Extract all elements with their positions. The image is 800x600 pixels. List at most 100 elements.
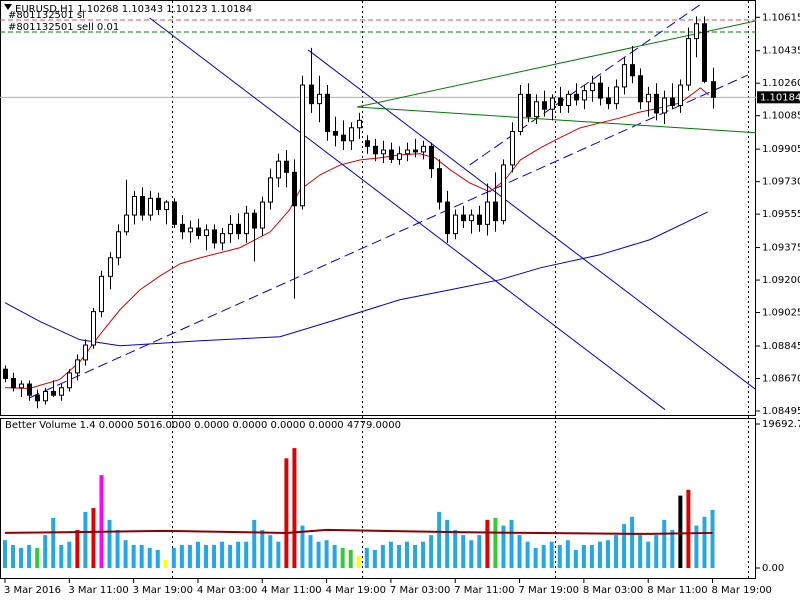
candle-body — [220, 233, 225, 244]
candle-body — [309, 84, 314, 105]
x-tick-label: 3 Mar 19:00 — [133, 585, 193, 596]
y-tick-label: 1.10260 — [762, 78, 800, 89]
candle-body — [606, 97, 611, 105]
candle-body — [99, 275, 104, 313]
volume-bar — [380, 544, 385, 568]
symbol-icon — [4, 4, 12, 10]
candle-body — [180, 223, 185, 233]
candle-body — [325, 93, 330, 132]
volume-bar — [686, 489, 691, 568]
volume-plot — [3, 448, 715, 568]
volume-bar — [606, 540, 610, 568]
candle-body — [252, 212, 257, 229]
candle-body — [51, 390, 56, 396]
volume-bar — [147, 547, 152, 568]
volume-bar — [252, 519, 257, 568]
volume-bar — [461, 535, 466, 568]
x-tick-label: 8 Mar 03:00 — [583, 585, 643, 596]
moving-average — [4, 211, 708, 347]
volume-bar — [212, 544, 217, 568]
candle-body — [389, 149, 394, 160]
volume-bar — [75, 529, 80, 568]
volume-bar — [83, 511, 88, 568]
candle-body — [654, 93, 659, 114]
volume-bar — [453, 529, 458, 568]
candle-body — [116, 231, 121, 259]
volume-bar — [236, 541, 241, 568]
candle-body — [244, 212, 249, 235]
volume-bar — [131, 544, 136, 568]
volume-bar — [638, 535, 643, 568]
volume-bar — [654, 535, 659, 568]
volume-bar — [260, 529, 265, 568]
volume-bar — [597, 541, 602, 568]
candle-body — [27, 383, 32, 396]
candle-body — [646, 93, 651, 103]
x-tick-label: 7 Mar 03:00 — [390, 585, 450, 596]
volume-bar — [573, 549, 578, 568]
volume-bar — [332, 544, 337, 568]
candle-body — [638, 75, 643, 103]
volume-bar — [43, 535, 48, 568]
candle-body — [11, 377, 16, 389]
candle-body — [501, 164, 506, 222]
x-tick-label: 7 Mar 11:00 — [454, 585, 514, 596]
trend-line — [29, 74, 749, 399]
volume-bar — [59, 544, 64, 568]
candle-body — [373, 145, 378, 155]
candle-body — [172, 201, 177, 225]
candle-body — [19, 383, 24, 389]
candle-body — [83, 344, 88, 361]
candle-body — [268, 177, 273, 203]
trend-line — [149, 17, 666, 411]
candle-body — [188, 227, 193, 233]
candle-body — [550, 97, 555, 110]
volume-bar — [220, 541, 225, 568]
volume-bar — [316, 541, 321, 568]
candle-body — [437, 168, 442, 203]
y-tick-label: 1.10435 — [762, 46, 800, 57]
volume-bar — [284, 458, 289, 568]
candle-body — [622, 64, 627, 88]
candle-body — [534, 101, 539, 118]
volume-bar — [396, 544, 401, 568]
candle-body — [413, 149, 418, 153]
y-tick-label: 1.09200 — [762, 275, 800, 286]
chart-title: EURUSD,H1 1.10268 1.10343 1.10123 1.1018… — [15, 4, 252, 15]
x-tick-label: 8 Mar 19:00 — [712, 585, 772, 596]
candle-body — [236, 223, 241, 235]
volume-bar — [678, 495, 683, 568]
price-pane — [0, 0, 756, 416]
volume-bar — [469, 540, 474, 568]
volume-bar — [35, 547, 40, 568]
candle-body — [349, 127, 354, 142]
volume-bar — [195, 541, 200, 568]
volume-bar — [589, 544, 594, 568]
candle-body — [598, 82, 603, 99]
price-tag — [757, 91, 800, 104]
candle-body — [510, 130, 515, 166]
y-tick-label: 1.10615 — [762, 12, 800, 23]
candle-body — [694, 23, 699, 40]
candle-body — [276, 160, 281, 179]
candle-body — [140, 195, 145, 216]
volume-bar — [204, 544, 208, 568]
candle-body — [341, 134, 346, 142]
volume-bar — [549, 541, 554, 568]
candle-body — [381, 149, 386, 155]
volume-bar — [276, 541, 281, 568]
candle-body — [397, 153, 402, 160]
volume-bar — [171, 547, 176, 568]
candle-body — [678, 84, 683, 106]
volume-bar — [107, 519, 112, 568]
volume-bar — [702, 516, 707, 568]
candle-body — [445, 201, 450, 235]
volume-bar — [630, 516, 635, 568]
volume-bar — [622, 524, 627, 568]
volume-bar — [581, 544, 586, 568]
trend-line — [307, 49, 756, 391]
candle-body — [670, 97, 675, 106]
volume-bar — [509, 519, 514, 568]
y-tick-label: 0.00 — [762, 563, 784, 574]
candle-body — [67, 372, 72, 389]
